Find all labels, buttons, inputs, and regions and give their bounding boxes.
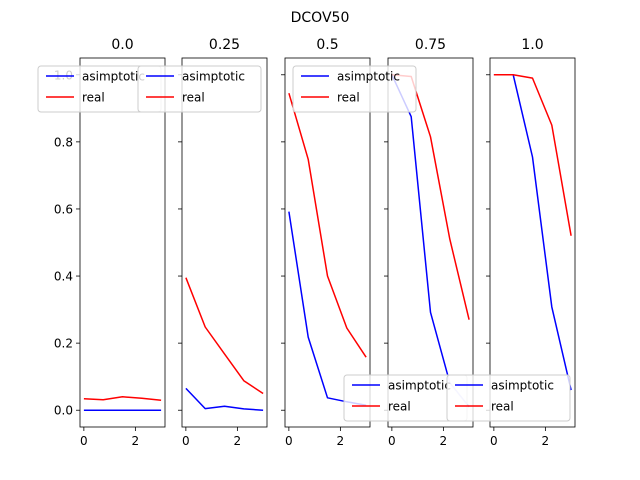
x-tick-label: 2 (542, 434, 550, 448)
axes-frame (489, 57, 576, 428)
legend-label-real: real (82, 91, 105, 105)
x-tick-label: 2 (132, 434, 140, 448)
legend-label-real: real (182, 91, 205, 105)
axes-frame (387, 57, 474, 428)
y-tick-label: 0.0 (54, 404, 73, 418)
subplot-1: 0 20.25 (178, 37, 268, 448)
series-line-real (185, 277, 264, 395)
subplot-title: 0.0 (111, 37, 133, 53)
legend-box (137, 65, 262, 113)
legend: asimptotic real (446, 374, 571, 422)
legend-box (292, 65, 417, 113)
x-tick-label: 2 (440, 434, 448, 448)
subplot-title: 0.25 (209, 37, 240, 53)
legend: asimptotic real (137, 65, 262, 113)
y-tick-label: 0.8 (54, 135, 73, 149)
series-line-real (493, 74, 572, 236)
axes-frame (284, 57, 371, 428)
y-tick-label: 0.4 (54, 270, 73, 284)
x-tick-label: 0 (490, 434, 498, 448)
subplot-4: 0 21.0 (486, 37, 576, 448)
legend-label-asimptotic: asimptotic (182, 70, 245, 84)
legend: asimptotic real (343, 374, 468, 422)
x-tick-label: 0 (80, 434, 88, 448)
legend: asimptotic real (292, 65, 417, 113)
subplot-title: 0.5 (316, 37, 338, 53)
figure-title: DCOV50 (291, 10, 350, 26)
series-line-real (288, 92, 367, 358)
axes-frame (181, 57, 268, 428)
subplot-title: 1.0 (521, 37, 543, 53)
legend-label-asimptotic: asimptotic (491, 379, 554, 393)
x-tick-label: 0 (182, 434, 190, 448)
series-line-asimptotic (185, 387, 264, 411)
x-tick-label: 2 (234, 434, 242, 448)
legend-label-real: real (388, 400, 411, 414)
y-tick-label: 0.6 (54, 202, 73, 216)
x-tick-label: 0 (285, 434, 293, 448)
series-line-asimptotic (391, 74, 470, 408)
x-tick-label: 2 (337, 434, 345, 448)
x-tick-label: 0 (388, 434, 396, 448)
legend-label-asimptotic: asimptotic (388, 379, 451, 393)
legend-box (446, 374, 571, 422)
axes-frame (79, 57, 166, 428)
legend: asimptotic real (37, 65, 162, 113)
legend-label-asimptotic: asimptotic (337, 70, 400, 84)
legend-label-asimptotic: asimptotic (82, 70, 145, 84)
subplot-title: 0.75 (415, 37, 446, 53)
legend-label-real: real (337, 91, 360, 105)
y-tick-label: 0.2 (54, 337, 73, 351)
legend-label-real: real (491, 400, 514, 414)
series-line-real (83, 396, 162, 401)
series-line-asimptotic (493, 74, 572, 391)
